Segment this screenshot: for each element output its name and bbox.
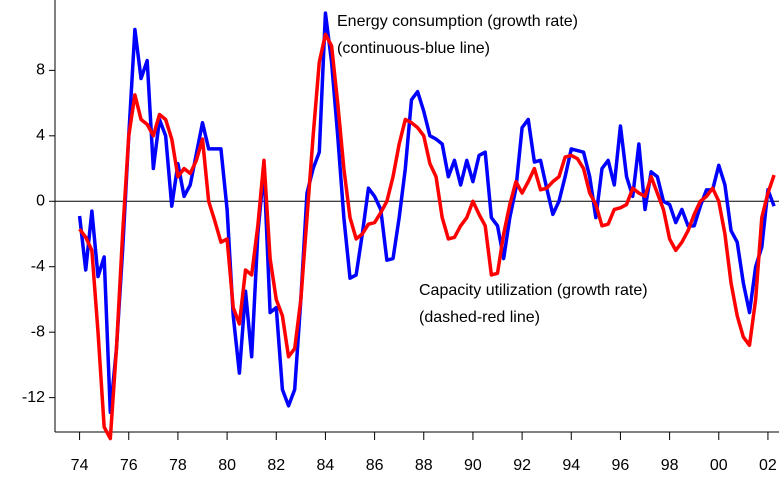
x-tick-label: 82: [267, 457, 285, 474]
y-tick-label: -8: [31, 323, 45, 340]
x-tick-label: 92: [513, 457, 531, 474]
y-tick-label: -12: [22, 389, 45, 406]
y-tick-label: 4: [36, 127, 45, 144]
x-tick-label: 84: [317, 457, 335, 474]
y-tick-label: 8: [36, 62, 45, 79]
annotation: Energy consumption (growth rate): [337, 13, 578, 30]
x-tick-label: 98: [661, 457, 679, 474]
x-tick-label: 90: [464, 457, 482, 474]
x-tick-label: 94: [562, 457, 580, 474]
x-tick-label: 00: [710, 457, 728, 474]
x-tick-label: 76: [120, 457, 138, 474]
annotation: (continuous-blue line): [337, 40, 490, 57]
x-tick-label: 78: [169, 457, 187, 474]
y-tick-label: -4: [31, 258, 45, 275]
series-line: [78, 32, 776, 441]
x-tick-label: 86: [366, 457, 384, 474]
x-tick-label: 88: [415, 457, 433, 474]
annotation: Capacity utilization (growth rate): [419, 282, 648, 299]
series-line: [77, 11, 776, 415]
x-tick-label: 74: [71, 457, 89, 474]
x-tick-label: 96: [612, 457, 630, 474]
y-tick-label: 0: [36, 192, 45, 209]
x-tick-label: 80: [218, 457, 236, 474]
x-tick-label: 02: [759, 457, 777, 474]
annotation: (dashed-red line): [419, 309, 540, 326]
